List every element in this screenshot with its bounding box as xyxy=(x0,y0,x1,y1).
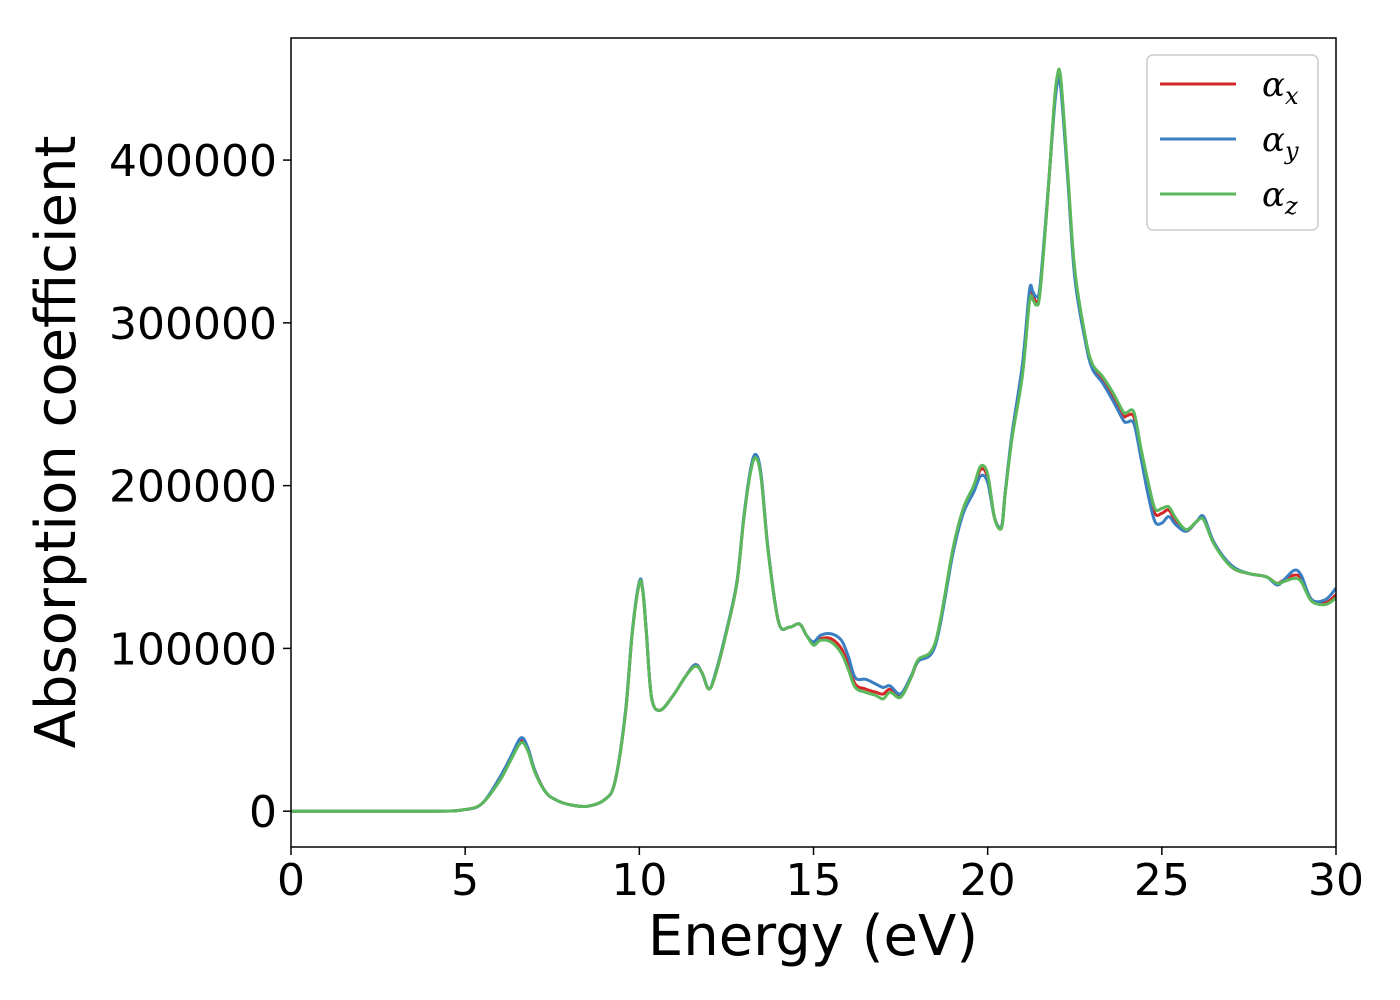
legend-items: αx αy αz xyxy=(1160,65,1299,220)
series-layer xyxy=(290,67,1338,813)
x-tick-label: 0 xyxy=(277,855,305,906)
y-tick-label: 300000 xyxy=(109,299,277,350)
legend-label-z: αz xyxy=(1262,175,1298,220)
legend-label-y: αy xyxy=(1262,120,1299,165)
y-tick-label: 400000 xyxy=(109,136,277,187)
legend-frame xyxy=(1146,54,1319,231)
legend: αx αy αz xyxy=(1146,54,1319,231)
x-tick-label: 25 xyxy=(1134,855,1190,906)
y-tick-label: 0 xyxy=(249,787,277,838)
ticks-layer: 0 5 10 15 20 25 30 0 100000 200000 300000 400000 xyxy=(109,136,1364,906)
series-line-z xyxy=(290,67,1337,813)
y-tick-label: 100000 xyxy=(109,624,277,675)
legend-label-x: αx xyxy=(1262,65,1299,110)
x-tick-label: 5 xyxy=(451,855,479,906)
x-tick-label: 10 xyxy=(611,855,667,906)
y-tick-label: 200000 xyxy=(109,462,277,513)
y-axis-label: Absorption coefficient xyxy=(24,136,89,749)
x-tick-label: 20 xyxy=(960,855,1016,906)
x-tick-label: 15 xyxy=(786,855,842,906)
x-tick-label: 30 xyxy=(1308,855,1364,906)
x-axis-label: Energy (eV) xyxy=(648,904,978,969)
